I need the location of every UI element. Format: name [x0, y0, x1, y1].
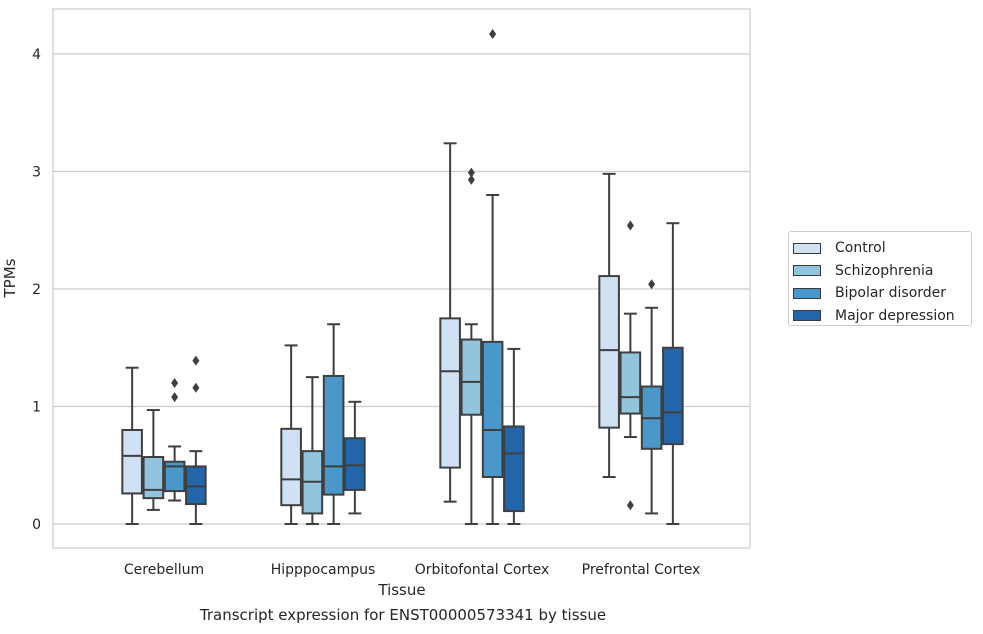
box-bipolar-disorder	[163, 378, 186, 502]
legend-swatch	[793, 242, 821, 254]
y-tick-label: 0	[32, 517, 41, 533]
box-iqr	[344, 437, 366, 491]
legend-label: Schizophrenia	[835, 262, 934, 279]
legend-swatch	[793, 310, 821, 322]
legend-item: Major depression	[793, 305, 971, 328]
box-iqr	[185, 465, 207, 506]
box-iqr	[142, 456, 165, 500]
legend-item: Bipolar disorder	[793, 282, 971, 305]
legend-swatch	[793, 287, 821, 299]
y-tick-label: 3	[32, 165, 41, 181]
legend: Control Schizophrenia Bipolar disorder Majo…	[788, 231, 972, 326]
legend-swatch	[793, 265, 821, 277]
box-major-depression	[185, 355, 207, 525]
grid-lines	[53, 53, 750, 525]
x-tick-label: Prefrontal Cortex	[582, 562, 701, 578]
box-major-depression	[503, 347, 525, 525]
outlier-point	[626, 500, 634, 511]
outlier-point	[489, 29, 497, 40]
box-iqr	[481, 340, 504, 478]
box-iqr	[121, 429, 143, 495]
outlier-point	[467, 174, 475, 185]
outlier-point	[626, 220, 634, 231]
box-major-depression	[662, 222, 684, 525]
x-tick-label: Cerebellum	[124, 562, 204, 578]
outlier-point	[648, 279, 656, 290]
box-iqr	[322, 374, 345, 496]
figure-caption: Transcript expression for ENST0000057334…	[199, 606, 607, 624]
y-tick-label: 4	[32, 47, 41, 63]
x-tick-labels: Cerebellum Hipppocampus Orbitofontal Corte…	[124, 562, 700, 578]
outlier-point	[467, 167, 475, 178]
box-iqr	[662, 346, 684, 446]
y-tick-label: 1	[32, 400, 41, 416]
box-bipolar-disorder	[481, 29, 504, 525]
outlier-point	[192, 382, 200, 393]
box-schizophrenia	[142, 409, 165, 511]
x-tick-label: Orbitofontal Cortex	[415, 562, 550, 578]
box-iqr	[598, 275, 620, 429]
legend-label: Bipolar disorder	[835, 285, 947, 302]
box-iqr	[503, 425, 525, 513]
legend-label: Major depression	[835, 307, 955, 324]
legend-item: Control	[793, 237, 971, 260]
box-control	[280, 344, 302, 525]
box-iqr	[280, 427, 302, 507]
box-bipolar-disorder	[322, 323, 345, 525]
box-iqr	[460, 338, 483, 416]
x-tick-label: Hipppocampus	[271, 562, 376, 578]
boxes-layer	[121, 29, 684, 525]
y-tick-labels: 0 1 2 3 4	[32, 47, 41, 533]
legend-item: Schizophrenia	[793, 260, 971, 283]
box-schizophrenia	[619, 220, 642, 511]
outlier-point	[171, 392, 179, 403]
box-major-depression	[344, 400, 366, 515]
box-bipolar-disorder	[640, 279, 663, 515]
box-schizophrenia	[460, 167, 483, 525]
plot-frame	[52, 8, 751, 549]
box-iqr	[619, 351, 642, 415]
box-control	[598, 172, 620, 478]
box-control	[439, 142, 461, 503]
outlier-point	[171, 378, 179, 388]
box-control	[121, 366, 143, 525]
box-iqr	[163, 460, 186, 493]
outlier-point	[192, 355, 200, 366]
y-tick-label: 2	[32, 282, 41, 298]
y-axis-label: TPMs	[1, 258, 19, 298]
box-schizophrenia	[301, 376, 324, 525]
legend-label: Control	[835, 240, 886, 257]
box-iqr	[439, 317, 461, 469]
x-axis-label: Tissue	[377, 581, 425, 599]
